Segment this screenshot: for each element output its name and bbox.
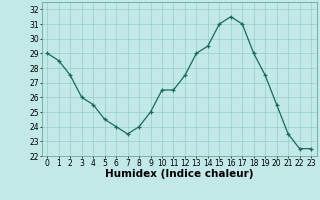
X-axis label: Humidex (Indice chaleur): Humidex (Indice chaleur) [105,169,253,179]
